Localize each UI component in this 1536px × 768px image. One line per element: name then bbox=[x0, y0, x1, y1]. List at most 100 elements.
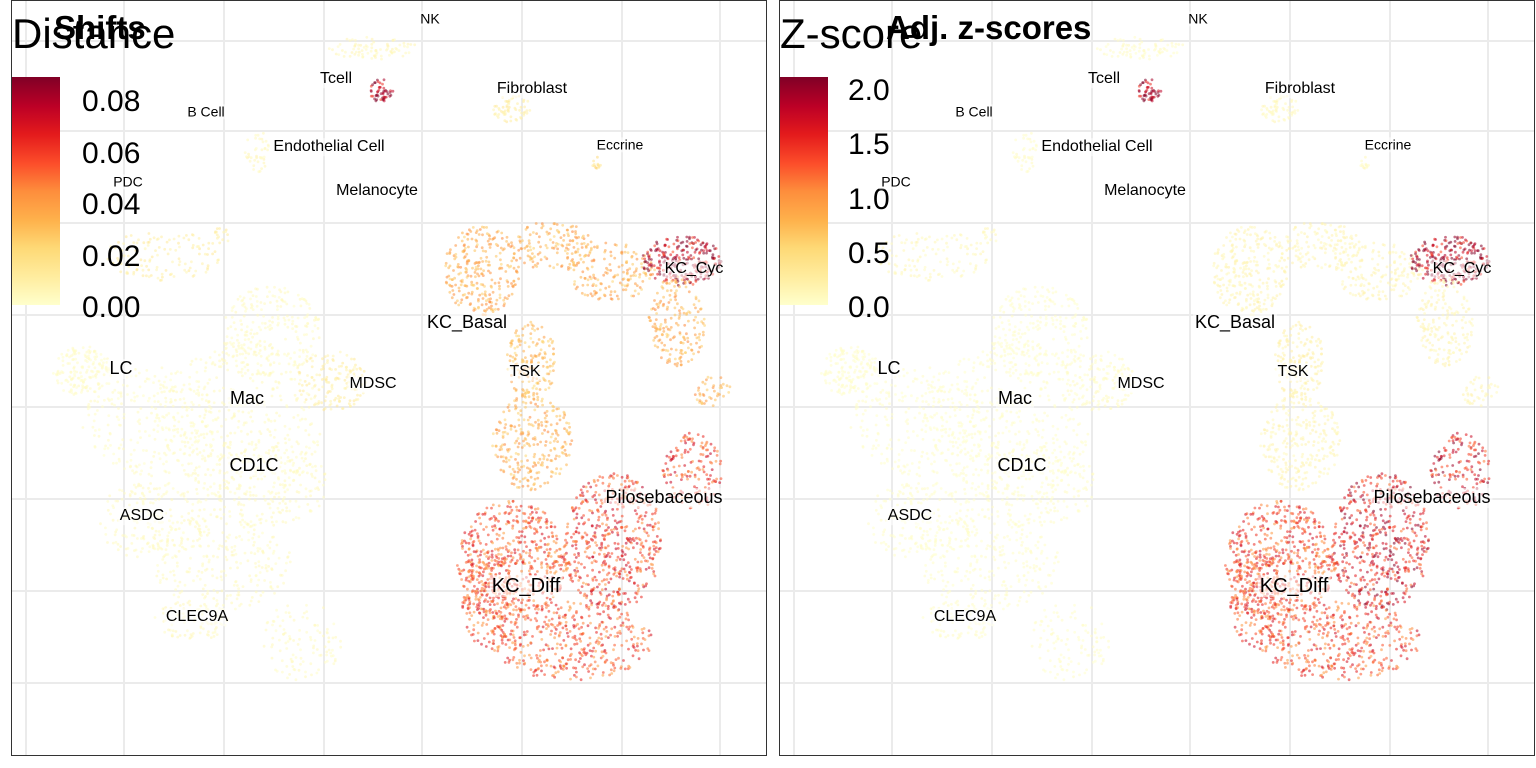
cell-point bbox=[515, 618, 518, 621]
cell-point bbox=[296, 293, 300, 297]
cell-point bbox=[302, 459, 306, 463]
cell-point bbox=[516, 463, 520, 467]
cell-point bbox=[579, 257, 583, 261]
cell-point bbox=[56, 381, 60, 385]
cell-point bbox=[676, 362, 679, 365]
cell-point bbox=[513, 441, 517, 445]
cell-point bbox=[582, 260, 585, 264]
cell-point bbox=[386, 44, 390, 47]
cell-point bbox=[663, 475, 666, 478]
cell-point bbox=[603, 249, 607, 252]
cell-point bbox=[202, 555, 206, 558]
cell-point bbox=[159, 578, 162, 582]
cell-point bbox=[272, 535, 275, 539]
cell-point bbox=[608, 476, 611, 479]
cell-point bbox=[241, 352, 245, 356]
cell-point bbox=[313, 318, 316, 322]
cell-point bbox=[650, 258, 653, 261]
cell-point bbox=[556, 247, 559, 251]
cell-point bbox=[215, 463, 219, 466]
cell-point bbox=[290, 377, 294, 381]
cell-point bbox=[253, 540, 256, 544]
cell-point bbox=[497, 281, 501, 285]
cell-point bbox=[509, 115, 513, 119]
cell-point bbox=[575, 264, 578, 267]
cell-point bbox=[210, 362, 214, 366]
cell-point bbox=[283, 490, 287, 494]
cell-point bbox=[545, 526, 549, 529]
cell-point bbox=[250, 596, 254, 599]
cell-point bbox=[199, 530, 202, 534]
cell-point bbox=[156, 253, 159, 257]
cell-point bbox=[542, 335, 546, 339]
cell-point bbox=[647, 255, 651, 259]
cell-point bbox=[273, 495, 276, 499]
cell-point bbox=[589, 599, 592, 602]
cell-point bbox=[513, 425, 517, 429]
cell-point bbox=[156, 542, 160, 545]
cell-point bbox=[543, 352, 547, 356]
cell-point bbox=[138, 418, 141, 422]
cell-point bbox=[228, 533, 231, 537]
cell-point bbox=[75, 370, 79, 374]
cell-point bbox=[172, 237, 176, 241]
cell-point bbox=[229, 431, 233, 435]
cell-point bbox=[206, 424, 210, 427]
cell-point bbox=[575, 566, 579, 570]
cell-point bbox=[470, 558, 474, 562]
cell-point bbox=[164, 606, 168, 609]
cell-point bbox=[615, 521, 619, 525]
cell-point bbox=[574, 230, 577, 233]
cell-point bbox=[554, 570, 558, 573]
cell-point bbox=[149, 466, 153, 470]
cell-point bbox=[229, 440, 232, 444]
cell-point bbox=[552, 439, 556, 443]
cell-point bbox=[176, 427, 180, 431]
cell-point bbox=[320, 378, 324, 381]
cell-point bbox=[628, 540, 632, 544]
cell-point bbox=[527, 471, 530, 474]
cell-point bbox=[589, 292, 593, 296]
cell-point bbox=[584, 254, 587, 257]
cell-point bbox=[518, 108, 521, 112]
cell-point bbox=[701, 435, 705, 438]
cell-point bbox=[464, 550, 467, 554]
cell-point bbox=[115, 528, 119, 532]
cell-point bbox=[258, 571, 262, 574]
cell-point bbox=[139, 407, 143, 410]
cell-point bbox=[500, 231, 504, 235]
cell-point bbox=[513, 470, 517, 474]
cell-point bbox=[407, 51, 411, 55]
cell-point bbox=[219, 517, 223, 520]
cell-point bbox=[622, 567, 626, 571]
cell-point bbox=[305, 630, 309, 634]
cell-point bbox=[158, 419, 162, 423]
cell-point bbox=[305, 383, 309, 387]
cell-point bbox=[150, 255, 154, 259]
cell-point bbox=[92, 419, 96, 423]
cell-point bbox=[702, 249, 705, 253]
cell-point bbox=[182, 236, 186, 240]
cell-point bbox=[702, 465, 706, 469]
cell-point bbox=[551, 404, 555, 408]
cell-point bbox=[277, 495, 281, 499]
cell-point bbox=[283, 484, 287, 488]
cell-point bbox=[307, 393, 311, 397]
cell-point bbox=[490, 559, 494, 562]
cell-point bbox=[510, 342, 514, 346]
cell-point bbox=[170, 526, 174, 530]
cell-point bbox=[531, 465, 535, 468]
cell-point bbox=[692, 256, 696, 260]
cell-point bbox=[675, 281, 678, 284]
cell-point bbox=[655, 312, 658, 315]
cell-point bbox=[516, 559, 519, 562]
cell-point bbox=[499, 246, 503, 250]
cell-point bbox=[654, 318, 658, 321]
cell-point bbox=[674, 454, 678, 458]
cell-point bbox=[263, 420, 267, 424]
cell-point bbox=[523, 562, 527, 565]
cell-point bbox=[221, 544, 224, 548]
cell-point bbox=[711, 244, 715, 248]
cell-point bbox=[211, 449, 214, 452]
cell-point bbox=[480, 272, 483, 276]
